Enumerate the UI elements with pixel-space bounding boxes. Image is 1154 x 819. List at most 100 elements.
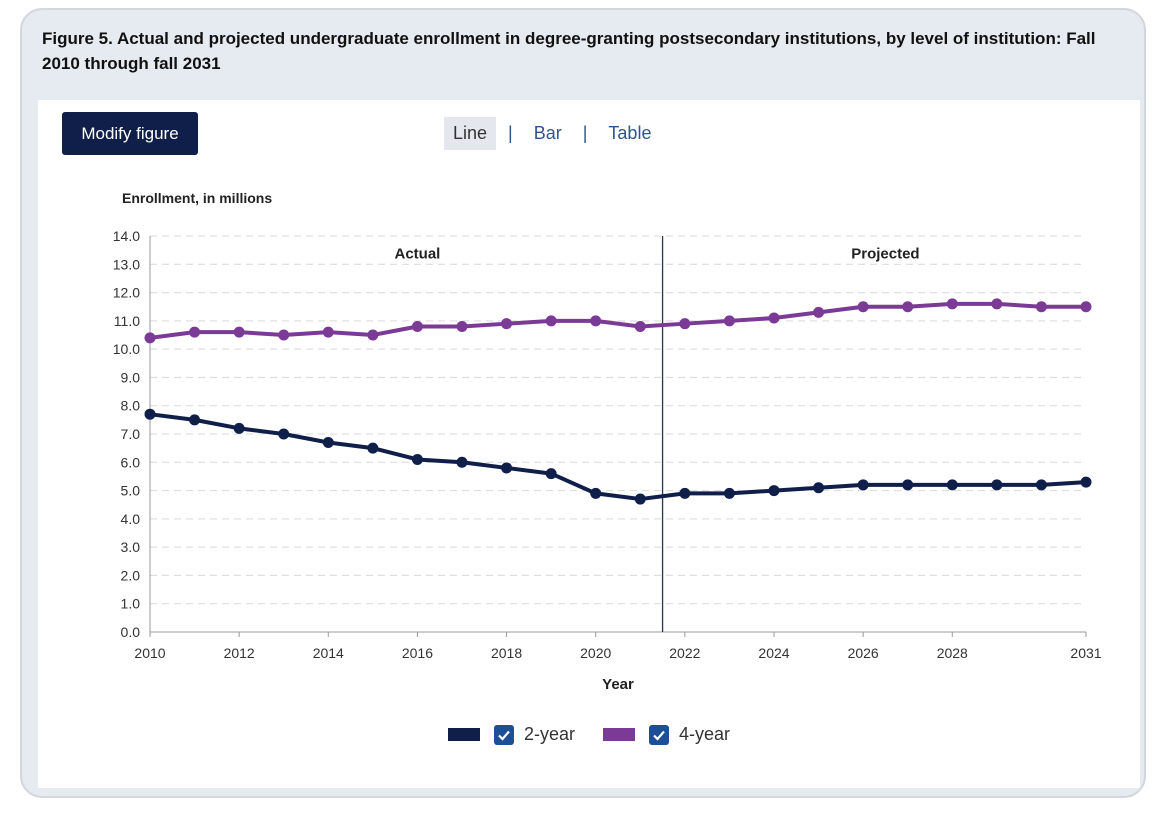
- legend-item-2-year[interactable]: 2-year: [447, 724, 575, 745]
- axes: 0.0 1.0 2.0 3.0 4.0 5.0 6.0 7.0 8.0 9.0 10.0 11.0 12…: [113, 228, 1102, 661]
- data-point: [501, 462, 513, 474]
- series-line-2-year: [149, 412, 1087, 502]
- annotation-label: Projected: [851, 246, 919, 263]
- data-point: [813, 306, 825, 318]
- x-tick-label: 2018: [491, 645, 522, 661]
- y-tick-label: 8.0: [121, 398, 141, 414]
- data-point: [278, 329, 290, 341]
- y-tick-label: 12.0: [113, 285, 140, 301]
- annotation-label: Actual: [395, 246, 441, 263]
- data-point: [768, 485, 780, 497]
- data-point: [857, 301, 869, 313]
- data-point: [946, 298, 958, 310]
- data-point: [367, 329, 379, 341]
- y-tick-label: 10.0: [113, 341, 140, 357]
- legend-swatch: [447, 728, 480, 741]
- data-point: [590, 487, 602, 499]
- legend-label: 2-year: [523, 724, 575, 744]
- data-point: [545, 315, 557, 327]
- data-point: [456, 321, 468, 333]
- data-point: [456, 456, 468, 468]
- data-point: [813, 482, 825, 494]
- data-point: [679, 487, 691, 499]
- data-point: [590, 315, 602, 327]
- data-point: [857, 479, 869, 491]
- data-point: [679, 318, 691, 330]
- y-tick-label: 11.0: [114, 313, 140, 329]
- data-point: [411, 321, 423, 333]
- tab-separator: |: [508, 122, 513, 143]
- x-tick-label: 2022: [669, 645, 700, 661]
- modify-figure-button[interactable]: Modify figure: [62, 112, 198, 155]
- x-tick-label: 2028: [937, 645, 968, 661]
- x-axis-label: Year: [602, 676, 634, 693]
- data-point: [1035, 301, 1047, 313]
- y-tick-label: 13.0: [113, 256, 140, 272]
- y-tick-label: 6.0: [121, 454, 141, 470]
- y-tick-label: 0.0: [121, 624, 141, 640]
- y-tick-label: 3.0: [121, 539, 141, 555]
- y-tick-label: 5.0: [121, 483, 141, 499]
- chart-panel: Modify figure Line | Bar | Table Enrollm…: [38, 100, 1140, 788]
- y-tick-label: 7.0: [121, 426, 141, 442]
- series-line-4-year: [149, 301, 1086, 340]
- y-tick-label: 1.0: [121, 596, 141, 612]
- x-tick-label: 2012: [224, 645, 255, 661]
- data-point: [545, 468, 557, 480]
- figure-title: Figure 5. Actual and projected undergrad…: [42, 29, 1096, 73]
- data-point: [411, 453, 423, 465]
- data-point: [902, 479, 914, 491]
- check-icon[interactable]: [493, 724, 514, 745]
- x-tick-label: 2031: [1070, 645, 1101, 661]
- data-point: [991, 479, 1003, 491]
- data-point: [1080, 476, 1092, 488]
- data-point: [1080, 301, 1092, 313]
- x-tick-label: 2020: [580, 645, 611, 661]
- data-point: [946, 479, 958, 491]
- data-point: [278, 428, 290, 440]
- data-point: [367, 442, 379, 454]
- tab-table[interactable]: Table: [608, 122, 652, 143]
- data-point: [1035, 479, 1047, 491]
- figure-card: Figure 5. Actual and projected undergrad…: [20, 8, 1146, 798]
- y-axis-label: Enrollment, in millions: [122, 190, 272, 206]
- tab-separator: |: [582, 122, 588, 143]
- data-point: [634, 321, 646, 333]
- data-point: [144, 408, 156, 420]
- x-tick-label: 2024: [758, 645, 789, 661]
- x-tick-label: 2016: [402, 645, 433, 661]
- data-point: [501, 318, 513, 330]
- check-icon[interactable]: [649, 724, 669, 745]
- data-point: [723, 487, 735, 499]
- y-tick-label: 2.0: [121, 567, 141, 583]
- legend-item-4-year[interactable]: 4-year: [603, 724, 730, 745]
- data-point: [144, 332, 156, 344]
- legend-swatch: [603, 728, 635, 741]
- x-tick-label: 2026: [848, 645, 879, 661]
- annotations: Actual Projected: [395, 236, 920, 632]
- legend-label: 4-year: [679, 724, 731, 744]
- data-point: [322, 436, 334, 448]
- y-tick-label: 9.0: [121, 369, 141, 385]
- data-point: [322, 326, 334, 338]
- data-point: [723, 315, 735, 327]
- data-point: [233, 326, 245, 338]
- data-point: [768, 312, 780, 324]
- view-tabs: Line | Bar | Table: [444, 116, 660, 150]
- y-tick-label: 4.0: [121, 511, 141, 527]
- gridlines: [150, 235, 1086, 605]
- line-chart: Enrollment, in millions 0.0 1.0 2.0 3.0 4.0 5…: [113, 190, 1102, 693]
- data-point: [189, 326, 201, 338]
- x-tick-label: 2010: [134, 645, 165, 661]
- tab-bar[interactable]: Bar: [533, 122, 562, 143]
- data-point: [233, 422, 245, 434]
- x-tick-label: 2014: [313, 645, 344, 661]
- data-point: [902, 301, 914, 313]
- data-point: [634, 493, 646, 505]
- tab-line[interactable]: Line: [444, 116, 497, 150]
- series: [144, 298, 1092, 505]
- legend: 2-year 4-year: [38, 724, 1140, 745]
- data-point: [991, 298, 1003, 310]
- y-tick-label: 14.0: [113, 228, 140, 244]
- data-point: [189, 414, 201, 426]
